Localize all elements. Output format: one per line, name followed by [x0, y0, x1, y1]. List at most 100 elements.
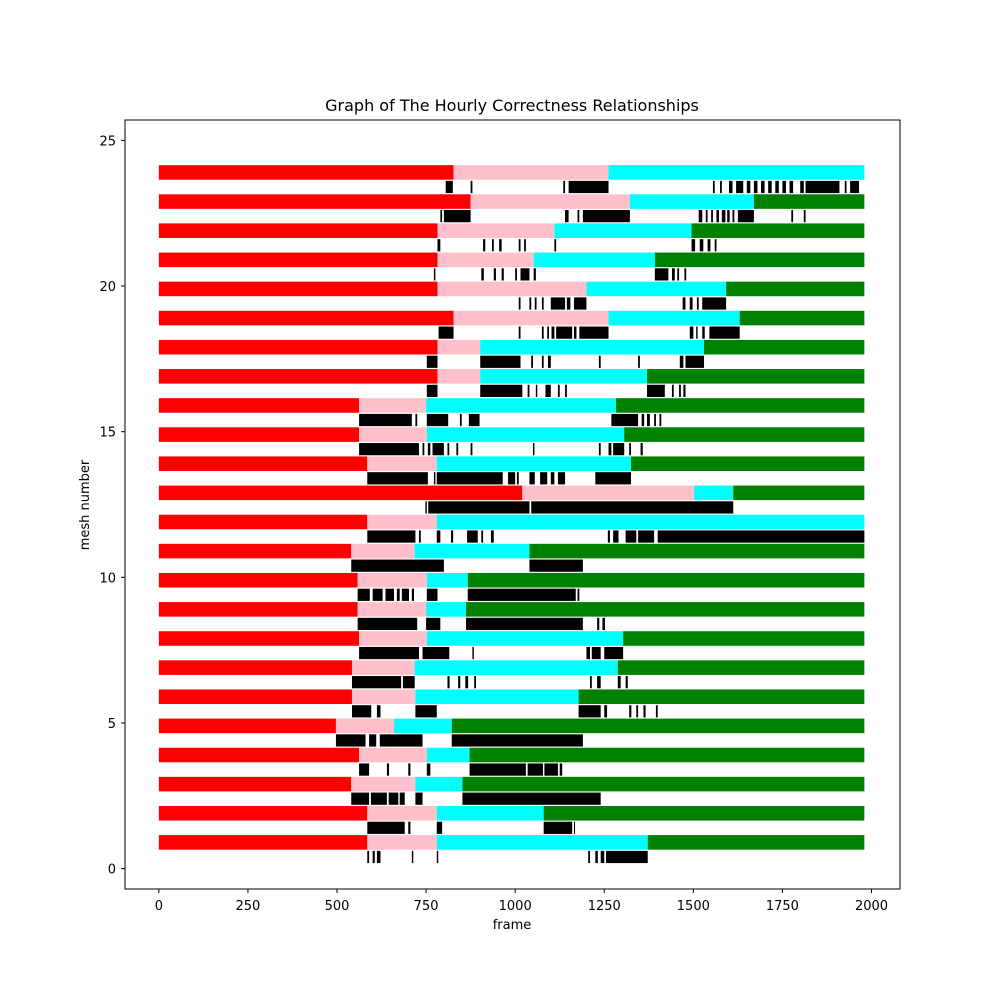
black-segment	[805, 180, 840, 194]
mesh-row-12	[158, 514, 865, 543]
mesh-row-14	[158, 456, 865, 485]
segment-red	[158, 223, 438, 238]
black-segment	[379, 734, 395, 747]
black-segment	[388, 792, 399, 805]
black-segment	[426, 384, 438, 398]
black-segment	[535, 384, 538, 398]
black-segment	[469, 763, 526, 776]
black-segment	[394, 734, 423, 747]
black-segment	[411, 850, 414, 864]
black-segment	[595, 472, 631, 485]
black-segment	[426, 413, 449, 427]
black-segment	[679, 384, 681, 398]
black-segment	[529, 297, 532, 310]
segment-pink	[359, 427, 427, 442]
segment-red	[158, 631, 360, 646]
black-segment	[351, 705, 372, 718]
segment-red	[158, 485, 523, 501]
segment-cyan	[426, 602, 466, 617]
mesh-row-1	[158, 835, 865, 864]
segment-cyan	[415, 689, 579, 705]
mesh-row-17	[158, 369, 865, 398]
black-segment	[369, 734, 377, 747]
black-segment	[606, 850, 648, 864]
black-segment	[597, 676, 601, 689]
segment-red	[158, 514, 368, 530]
x-tick-label: 1250	[588, 899, 621, 914]
segment-green	[466, 602, 865, 617]
black-segment	[565, 384, 567, 398]
black-segment	[641, 413, 645, 427]
black-segment	[540, 472, 548, 485]
segment-green	[704, 339, 865, 355]
y-axis-label: mesh number	[78, 459, 93, 550]
x-axis: 0 250 500 750 1000 1250 1500 1750 2000	[155, 889, 888, 914]
black-segment	[679, 355, 684, 368]
black-segment	[399, 792, 405, 805]
black-segment	[643, 705, 646, 718]
mesh-row-13	[158, 485, 865, 514]
segment-cyan	[436, 835, 648, 850]
black-segment	[467, 530, 478, 543]
segment-red	[158, 776, 352, 792]
black-segment	[359, 413, 412, 427]
black-segment	[547, 355, 551, 368]
black-segment	[671, 268, 675, 281]
black-segment	[376, 705, 381, 718]
black-segment	[563, 180, 566, 194]
black-segment	[613, 443, 625, 456]
black-segment	[438, 326, 454, 339]
black-segment	[385, 588, 395, 601]
black-segment	[598, 355, 601, 368]
mesh-row-23	[158, 194, 865, 223]
black-segment	[559, 763, 563, 776]
black-segment	[437, 239, 441, 252]
segment-pink	[453, 165, 609, 180]
segment-green	[469, 747, 865, 763]
black-segment	[768, 180, 772, 194]
black-segment	[590, 676, 592, 689]
black-segment	[386, 763, 390, 776]
x-tick-label: 1500	[677, 899, 710, 914]
segment-pink	[351, 543, 415, 559]
black-segment	[709, 326, 740, 339]
black-segment	[415, 792, 423, 805]
black-segment	[436, 821, 443, 834]
black-segment	[359, 763, 370, 776]
black-segment	[433, 268, 436, 281]
segment-green	[647, 369, 865, 384]
segment-cyan	[426, 747, 470, 763]
black-segment	[791, 210, 794, 223]
black-segment	[458, 676, 461, 689]
black-segment	[422, 443, 425, 456]
black-segment	[608, 443, 612, 456]
mesh-row-9	[158, 602, 865, 631]
black-segment	[459, 413, 462, 427]
black-segment	[844, 180, 847, 194]
black-segment	[696, 297, 699, 310]
black-segment	[640, 443, 643, 456]
black-segment	[376, 850, 381, 864]
black-segment	[426, 763, 431, 776]
black-segment	[720, 180, 722, 194]
segment-pink	[367, 456, 437, 471]
mesh-row-5	[158, 718, 865, 747]
black-segment	[659, 413, 662, 427]
black-segment	[579, 326, 609, 339]
black-segment	[367, 850, 370, 864]
black-segment	[436, 472, 503, 485]
black-segment	[520, 268, 530, 281]
mesh-row-21	[158, 252, 865, 281]
black-segment	[456, 443, 459, 456]
mesh-row-19	[158, 310, 865, 339]
black-segment	[629, 443, 631, 456]
black-segment	[591, 646, 601, 660]
black-segment	[573, 326, 577, 339]
y-tick-label: 20	[99, 280, 116, 295]
black-segment	[543, 821, 573, 834]
black-segment	[468, 413, 480, 427]
segment-green	[462, 776, 865, 792]
segment-green	[739, 310, 865, 326]
black-segment	[518, 239, 521, 252]
black-segment	[474, 676, 476, 689]
